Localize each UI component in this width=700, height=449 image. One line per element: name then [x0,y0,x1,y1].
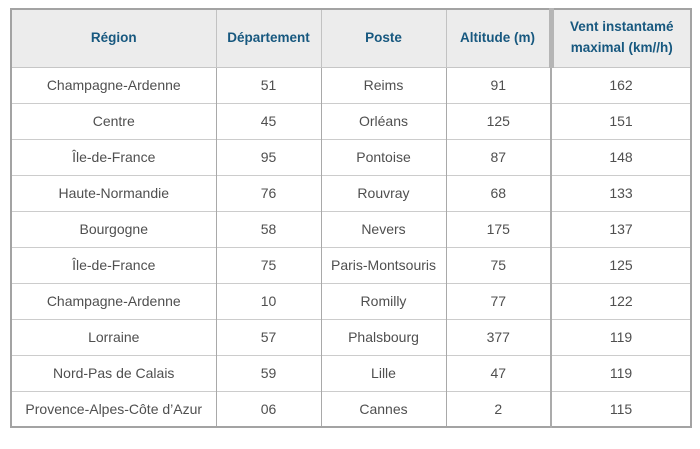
cell-vent: 125 [550,246,691,283]
cell-vent: 133 [550,174,691,211]
table-row: Centre 45 Orléans 125 151 [10,102,691,139]
column-header-vent-maximal: Vent instantamé maximal (km//h) [548,9,691,68]
table-row: Bourgogne 58 Nevers 175 137 [10,210,691,247]
table-row: Provence-Alpes-Côte d’Azur 06 Cannes 2 1… [10,390,691,427]
cell-altitude: 125 [445,102,551,139]
cell-poste: Paris-Montsouris [320,246,446,283]
cell-departement: 75 [215,246,321,283]
cell-altitude: 75 [445,246,551,283]
cell-altitude: 377 [445,318,551,355]
cell-region: Île-de-France [10,138,216,175]
cell-altitude: 87 [445,138,551,175]
cell-departement: 51 [215,66,321,103]
cell-poste: Reims [320,66,446,103]
cell-region: Champagne-Ardenne [10,282,216,319]
cell-poste: Lille [320,354,446,391]
cell-region: Bourgogne [10,210,216,247]
wind-records-table: Région Département Poste Altitude (m) Ve… [10,8,692,428]
column-header-region: Région [10,9,216,68]
cell-region: Lorraine [10,318,216,355]
table-row: Haute-Normandie 76 Rouvray 68 133 [10,174,691,211]
cell-vent: 119 [550,318,691,355]
cell-departement: 57 [215,318,321,355]
cell-vent: 162 [550,66,691,103]
table-row: Île-de-France 95 Pontoise 87 148 [10,138,691,175]
cell-poste: Pontoise [320,138,446,175]
cell-vent: 151 [550,102,691,139]
cell-departement: 10 [215,282,321,319]
cell-departement: 06 [215,390,321,427]
table-row: Île-de-France 75 Paris-Montsouris 75 125 [10,246,691,283]
cell-altitude: 175 [445,210,551,247]
cell-vent: 119 [550,354,691,391]
column-header-departement: Département [215,9,321,68]
cell-poste: Nevers [320,210,446,247]
table-body: Champagne-Ardenne 51 Reims 91 162 Centre… [10,66,691,427]
cell-poste: Rouvray [320,174,446,211]
cell-altitude: 77 [445,282,551,319]
cell-poste: Romilly [320,282,446,319]
cell-vent: 115 [550,390,691,427]
cell-poste: Cannes [320,390,446,427]
cell-region: Nord-Pas de Calais [10,354,216,391]
cell-region: Haute-Normandie [10,174,216,211]
cell-region: Centre [10,102,216,139]
cell-altitude: 91 [445,66,551,103]
table-row: Champagne-Ardenne 10 Romilly 77 122 [10,282,691,319]
cell-altitude: 47 [445,354,551,391]
wind-records-table-container: Région Département Poste Altitude (m) Ve… [10,8,692,428]
cell-poste: Orléans [320,102,446,139]
cell-altitude: 68 [445,174,551,211]
cell-vent: 122 [550,282,691,319]
table-header: Région Département Poste Altitude (m) Ve… [10,9,691,68]
cell-vent: 148 [550,138,691,175]
cell-departement: 45 [215,102,321,139]
cell-region: Île-de-France [10,246,216,283]
cell-departement: 59 [215,354,321,391]
table-row: Nord-Pas de Calais 59 Lille 47 119 [10,354,691,391]
cell-region: Provence-Alpes-Côte d’Azur [10,390,216,427]
column-header-altitude: Altitude (m) [445,9,551,68]
cell-region: Champagne-Ardenne [10,66,216,103]
cell-altitude: 2 [445,390,551,427]
table-row: Lorraine 57 Phalsbourg 377 119 [10,318,691,355]
table-row: Champagne-Ardenne 51 Reims 91 162 [10,66,691,103]
header-row: Région Département Poste Altitude (m) Ve… [10,9,691,68]
cell-poste: Phalsbourg [320,318,446,355]
cell-departement: 76 [215,174,321,211]
cell-vent: 137 [550,210,691,247]
column-header-poste: Poste [320,9,446,68]
cell-departement: 58 [215,210,321,247]
cell-departement: 95 [215,138,321,175]
